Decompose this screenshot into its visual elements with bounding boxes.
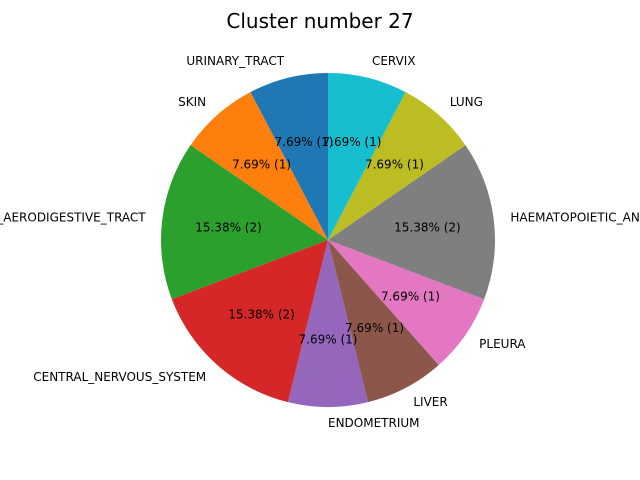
pie-slice-pleura <box>328 240 485 366</box>
slice-label: HAEMATOPOIETIC_AND_LYMPHOID_TISSUE <box>510 210 640 224</box>
pie-slice-lung <box>328 92 466 240</box>
slice-label: SKIN <box>178 95 206 109</box>
pie-slice-central-nervous-system <box>171 240 328 403</box>
pie-slice-urinary-tract <box>250 73 328 240</box>
pie-slices <box>161 73 495 408</box>
pie-slice-skin <box>190 92 328 240</box>
pie-slice-haematopoietic-and-lymphoid-tissue <box>328 145 495 300</box>
slice-label: UPPER_AERODIGESTIVE_TRACT <box>0 210 146 224</box>
slice-percent-label: 7.69% (1) <box>365 157 424 171</box>
slice-percent-label: 15.38% (2) <box>195 220 262 234</box>
pie-slice-cervix <box>328 73 406 240</box>
slice-percent-label: 7.69% (1) <box>345 321 404 335</box>
slice-percent-label: 7.69% (1) <box>232 157 291 171</box>
slice-percent-label: 15.38% (2) <box>394 220 461 234</box>
slice-labels: URINARY_TRACT SKIN UPPER_AERODIGESTIVE_TRA… <box>0 54 640 430</box>
slice-percent-label: 7.69% (1) <box>323 135 382 149</box>
slice-label: LIVER <box>413 395 447 409</box>
slice-percent-label: 7.69% (1) <box>381 289 440 303</box>
pie-slice-upper-aerodigestive-tract <box>161 145 328 300</box>
slice-label: URINARY_TRACT <box>186 54 284 68</box>
chart-title: Cluster number 27 <box>226 9 413 33</box>
slice-percent-label: 7.69% (1) <box>275 135 334 149</box>
pie-slice-endometrium <box>288 240 368 408</box>
slice-label: PLEURA <box>479 337 526 351</box>
slice-label: CERVIX <box>372 54 416 68</box>
slice-percent-label: 7.69% (1) <box>299 333 358 347</box>
pie-slice-liver <box>328 240 439 403</box>
slice-percent-label: 15.38% (2) <box>228 308 295 322</box>
percent-labels: 7.69% (1)7.69% (1)15.38% (2)15.38% (2)7.… <box>195 135 461 346</box>
slice-label: LUNG <box>450 95 483 109</box>
slice-label: ENDOMETRIUM <box>328 416 420 430</box>
slice-label: CENTRAL_NERVOUS_SYSTEM <box>33 370 206 384</box>
